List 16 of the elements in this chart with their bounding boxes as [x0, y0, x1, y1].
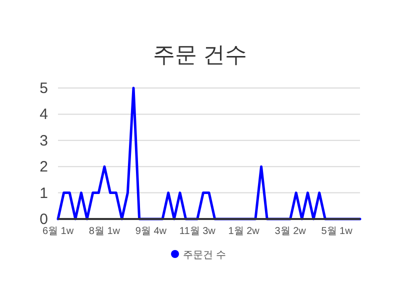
- x-tick-label: 11월 3w: [179, 226, 216, 237]
- y-tick-label: 2: [40, 158, 48, 176]
- y-tick-label: 4: [40, 106, 48, 124]
- x-tick-label: 6월 1w: [42, 226, 74, 237]
- y-tick-label: 1: [40, 184, 48, 202]
- x-tick-label: 3월 2w: [274, 226, 307, 237]
- line-series: [56, 86, 362, 220]
- y-tick-label: 3: [40, 132, 48, 150]
- y-tick-label: 0: [40, 211, 48, 228]
- x-tick-label: 1월 2w: [228, 226, 260, 237]
- x-tick-label: 5월 1w: [321, 226, 354, 237]
- y-tick-label: 5: [40, 80, 48, 97]
- legend-label: 주문건 수: [183, 250, 226, 261]
- chart-title: 주문 건수: [152, 42, 248, 67]
- x-tick-label: 9월 4w: [135, 226, 168, 237]
- x-tick-label: 8월 1w: [88, 226, 121, 237]
